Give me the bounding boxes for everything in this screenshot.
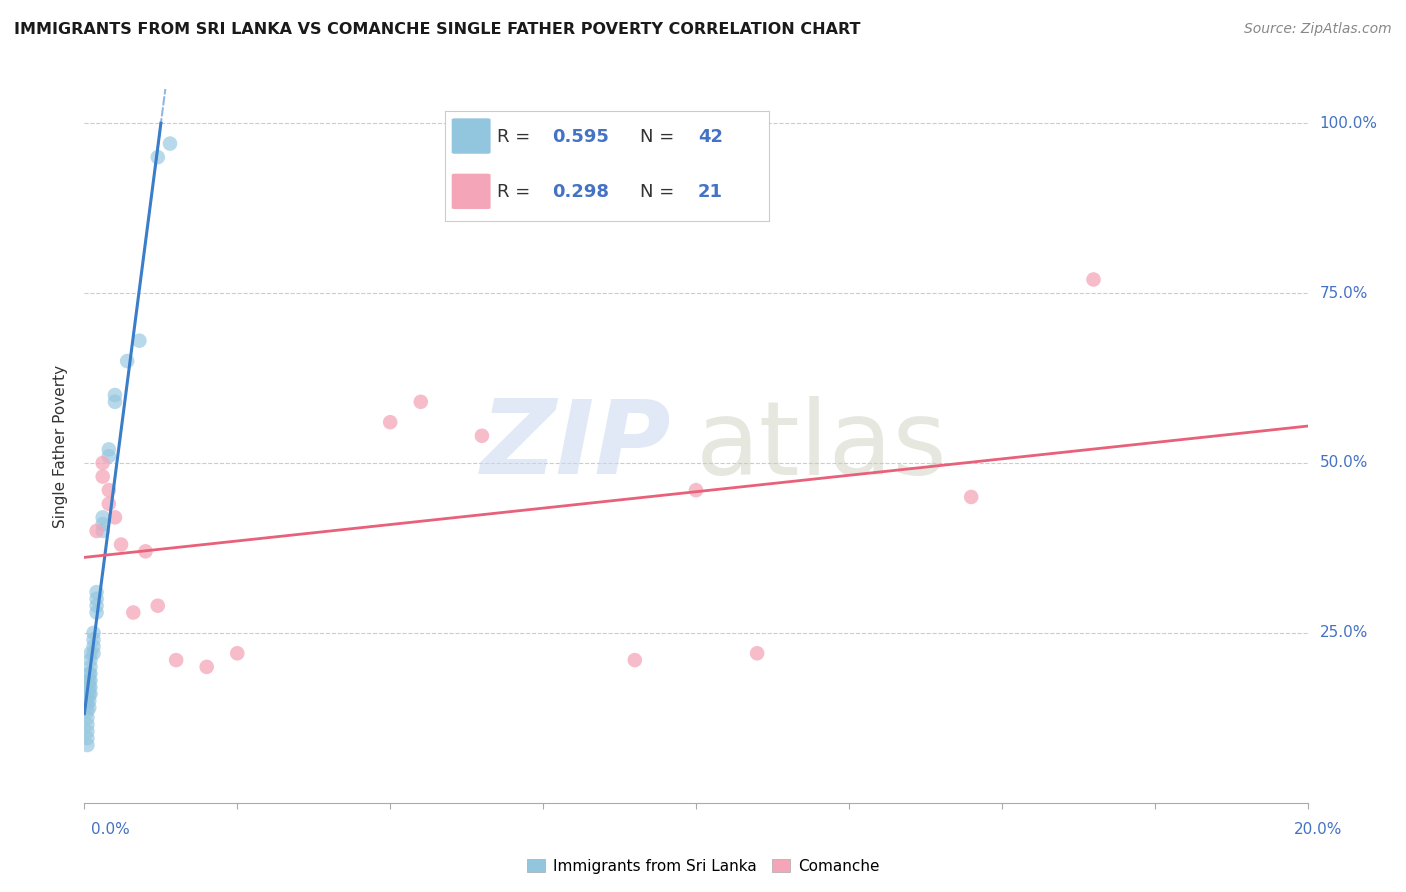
Point bbox=[165, 653, 187, 667]
Point bbox=[76, 724, 98, 739]
Point bbox=[77, 694, 100, 708]
Text: ZIP: ZIP bbox=[481, 395, 672, 497]
Point bbox=[83, 646, 105, 660]
Point bbox=[76, 677, 98, 691]
Text: IMMIGRANTS FROM SRI LANKA VS COMANCHE SINGLE FATHER POVERTY CORRELATION CHART: IMMIGRANTS FROM SRI LANKA VS COMANCHE SI… bbox=[14, 22, 860, 37]
Point bbox=[77, 673, 100, 688]
Text: 100.0%: 100.0% bbox=[1320, 116, 1378, 131]
Point bbox=[380, 415, 402, 429]
Point bbox=[83, 632, 105, 647]
Point bbox=[76, 683, 98, 698]
Point bbox=[128, 334, 150, 348]
Point bbox=[79, 687, 101, 701]
Point bbox=[97, 442, 120, 457]
Point bbox=[471, 429, 494, 443]
Point bbox=[159, 136, 181, 151]
Point bbox=[79, 653, 101, 667]
Legend: Immigrants from Sri Lanka, Comanche: Immigrants from Sri Lanka, Comanche bbox=[520, 853, 886, 880]
Point bbox=[110, 537, 132, 551]
Point bbox=[76, 690, 98, 705]
Text: 75.0%: 75.0% bbox=[1320, 285, 1368, 301]
Point bbox=[104, 388, 127, 402]
Point bbox=[1083, 272, 1105, 286]
Text: Source: ZipAtlas.com: Source: ZipAtlas.com bbox=[1244, 22, 1392, 37]
Point bbox=[195, 660, 218, 674]
Text: 0.0%: 0.0% bbox=[91, 822, 131, 837]
Point bbox=[97, 483, 120, 498]
Point bbox=[747, 646, 769, 660]
Y-axis label: Single Father Poverty: Single Father Poverty bbox=[53, 365, 69, 527]
Point bbox=[77, 700, 100, 714]
Point bbox=[91, 517, 114, 532]
Point bbox=[146, 150, 169, 164]
Point bbox=[76, 738, 98, 752]
Point bbox=[91, 456, 114, 470]
Point bbox=[409, 394, 432, 409]
Point bbox=[86, 599, 108, 613]
Point bbox=[226, 646, 249, 660]
Point bbox=[76, 731, 98, 746]
Point bbox=[76, 704, 98, 718]
Point bbox=[86, 585, 108, 599]
Point bbox=[115, 354, 138, 368]
Point bbox=[77, 687, 100, 701]
Point bbox=[79, 646, 101, 660]
Point bbox=[104, 510, 127, 524]
Point bbox=[86, 591, 108, 606]
Point bbox=[79, 673, 101, 688]
Text: 20.0%: 20.0% bbox=[1295, 822, 1343, 837]
Point bbox=[77, 680, 100, 694]
Point bbox=[960, 490, 983, 504]
Point bbox=[91, 524, 114, 538]
Point bbox=[91, 469, 114, 483]
Text: atlas: atlas bbox=[696, 395, 948, 497]
Point bbox=[685, 483, 707, 498]
Point bbox=[86, 524, 108, 538]
Point bbox=[135, 544, 157, 558]
Point bbox=[86, 606, 108, 620]
Point bbox=[83, 640, 105, 654]
Point bbox=[79, 660, 101, 674]
Point bbox=[122, 606, 145, 620]
Point bbox=[104, 394, 127, 409]
Point bbox=[79, 680, 101, 694]
Point bbox=[76, 717, 98, 731]
Point bbox=[624, 653, 647, 667]
Point bbox=[91, 510, 114, 524]
Text: 25.0%: 25.0% bbox=[1320, 625, 1368, 640]
Point bbox=[77, 666, 100, 681]
Point bbox=[79, 666, 101, 681]
Point bbox=[97, 497, 120, 511]
Point bbox=[83, 626, 105, 640]
Point bbox=[76, 711, 98, 725]
Text: 50.0%: 50.0% bbox=[1320, 456, 1368, 470]
Point bbox=[76, 698, 98, 712]
Point bbox=[97, 449, 120, 463]
Point bbox=[146, 599, 169, 613]
